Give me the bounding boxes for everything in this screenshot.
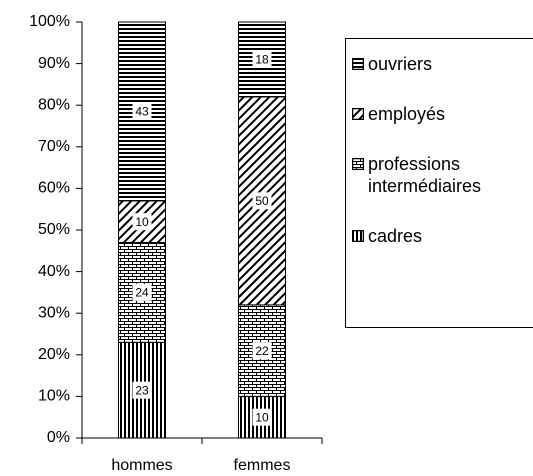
value-label-box [132, 102, 152, 120]
value-label: 10 [135, 215, 149, 229]
legend-swatch [352, 230, 364, 242]
value-label: 43 [135, 105, 149, 119]
value-label-box [132, 213, 152, 231]
y-tick-label: 60% [38, 180, 70, 197]
legend: ouvriers employés professions intermédiair… [345, 38, 533, 328]
legend-swatch [352, 58, 364, 70]
y-tick-label: 0% [47, 429, 70, 446]
y-tick-label: 70% [38, 138, 70, 155]
value-label-box [252, 408, 272, 426]
y-tick-label: 20% [38, 346, 70, 363]
y-tick-label: 10% [38, 388, 70, 405]
value-label: 18 [255, 53, 269, 67]
value-label-box [132, 381, 152, 399]
y-tick-label: 30% [38, 304, 70, 321]
legend-swatch-fill [352, 230, 364, 242]
legend-swatch-fill [352, 108, 364, 120]
y-tick-label: 50% [38, 221, 70, 238]
legend-label: cadres [368, 226, 423, 246]
value-label-box [252, 342, 272, 360]
legend-swatch [352, 108, 364, 120]
y-tick-label: 40% [38, 263, 70, 280]
legend-swatch-fill [352, 158, 364, 170]
y-tick-label: 90% [38, 55, 70, 72]
legend-entry: professions intermédiaires [352, 153, 533, 197]
x-tick-label: femmes [234, 457, 291, 474]
value-label: 10 [255, 410, 269, 424]
legend-entry: cadres [352, 225, 533, 247]
value-label-box [252, 192, 272, 210]
value-label: 50 [255, 194, 269, 208]
legend-swatch-fill [352, 58, 364, 70]
legend-entry: ouvriers [352, 53, 533, 75]
y-tick-label: 80% [38, 96, 70, 113]
value-label-box [132, 283, 152, 301]
value-label: 23 [135, 383, 149, 397]
value-label: 22 [255, 344, 269, 358]
x-tick-label: hommes [111, 457, 172, 474]
value-label: 24 [135, 286, 149, 300]
value-label-box [252, 50, 272, 68]
y-tick-label: 100% [29, 13, 70, 30]
legend-label: employés [368, 104, 446, 124]
legend-swatch [352, 158, 364, 170]
legend-entry: employés [352, 103, 533, 125]
legend-label: professions intermédiaires [368, 154, 482, 196]
legend-label: ouvriers [368, 54, 433, 74]
